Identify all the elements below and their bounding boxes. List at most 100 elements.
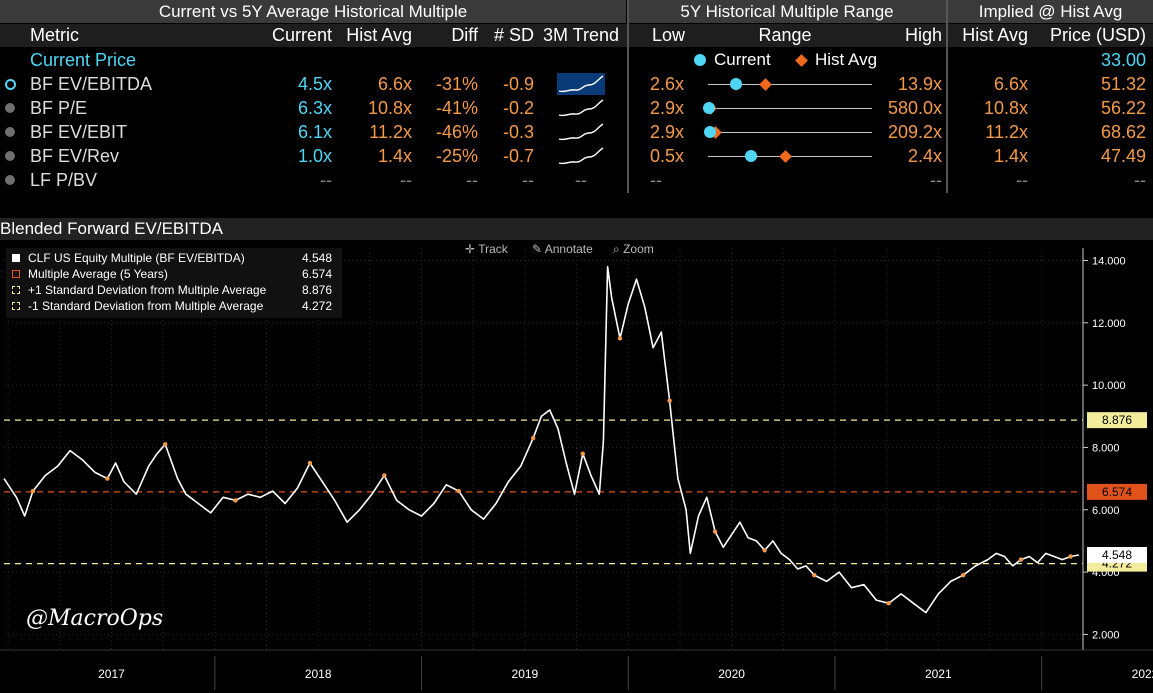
y-tick-label: 6.000 [1092,505,1120,517]
series-point [712,529,718,534]
row-hist-avg: 1.4x [377,146,412,166]
series-point [580,451,585,456]
col-low[interactable]: Low [652,25,686,45]
row-hist-avg: -- [400,170,412,190]
row-diff: -46% [435,122,478,142]
row-hist-avg: 11.2x [369,122,412,142]
x-tick-label: 2019 [512,667,539,681]
col-trend[interactable]: 3M Trend [542,25,620,45]
row-select-radio[interactable] [5,175,15,185]
row-range-hist-avg-marker [779,150,792,163]
row-metric[interactable]: BF EV/EBIT [30,122,128,142]
col-price[interactable]: Price (USD) [1049,25,1146,45]
row-implied-price: 47.49 [1100,146,1146,166]
x-tick-label: 2022 [1132,667,1153,681]
row-current: -- [320,170,332,190]
row-range-current-marker [702,102,715,114]
legend-row-plus-sd[interactable]: +1 Standard Deviation from Multiple Aver… [12,283,266,298]
series-point [382,473,387,478]
legend-label-avg: Multiple Average (5 Years) [28,267,168,281]
track-label: Track [478,242,508,256]
y-tick-label: 8.000 [1092,442,1120,454]
col-implied-hist-avg[interactable]: Hist Avg [962,25,1028,45]
col-diff[interactable]: Diff [451,25,478,45]
col-sd[interactable]: # SD [493,25,534,45]
range-legend-hist-avg-diamond [795,54,808,67]
zoom-label: Zoom [623,242,654,256]
row-implied-price: 56.22 [1100,98,1146,118]
series-point [530,435,536,441]
row-trend-empty: -- [575,170,587,190]
row-sd: -0.3 [502,122,534,142]
current-badge-bg [1087,547,1147,564]
legend-label-minus-sd: -1 Standard Deviation from Multiple Aver… [28,299,264,313]
row-trend-sparkline [557,73,605,95]
row-low: -- [650,170,662,190]
row-implied-hist-avg: 10.8x [983,98,1028,118]
track-tool[interactable]: ✛ Track [465,242,508,256]
legend-row-minus-sd[interactable]: -1 Standard Deviation from Multiple Aver… [12,299,264,314]
legend-row-avg[interactable]: Multiple Average (5 Years) [12,267,168,282]
series-point [163,442,168,447]
row-high: -- [930,170,942,190]
series-point [812,573,817,578]
row-implied-price: -- [1134,170,1146,190]
series-point [1068,554,1073,559]
row-metric[interactable]: BF P/E [30,98,88,118]
x-tick-label: 2021 [925,667,952,681]
header-group-current-vs-avg: Current vs 5Y Average Historical Multipl… [0,0,626,23]
row-high: 13.9x [897,74,942,94]
y-tick-label: 14.000 [1092,255,1126,267]
x-tick-label: 2020 [718,667,745,681]
col-high[interactable]: High [904,25,942,45]
series-point [105,476,110,481]
row-range-line [708,132,872,133]
avg-badge-bg [1087,483,1147,500]
legend-row-multiple[interactable]: CLF US Equity Multiple (BF EV/EBITDA) [12,251,245,266]
x-tick-label: 2017 [98,667,125,681]
row-select-radio[interactable] [5,151,15,161]
col-hist-avg[interactable]: Hist Avg [346,25,412,45]
row-implied-hist-avg: 1.4x [993,146,1028,166]
row-select-radio[interactable] [5,79,16,90]
row-select-radio[interactable] [5,103,15,113]
legend-swatch-multiple [12,254,20,262]
row-diff: -- [466,170,478,190]
row-metric[interactable]: LF P/BV [30,170,98,190]
row-metric[interactable]: BF EV/Rev [30,146,120,166]
chart[interactable]: 2.0004.0006.0008.00010.00012.00014.00020… [0,240,1153,693]
y-tick-label: 10.000 [1092,380,1126,392]
row-select-radio[interactable] [5,127,15,137]
y-tick-label: 2.000 [1092,629,1120,641]
series-point [30,488,36,494]
chart-title-text: Blended Forward EV/EBITDA [0,219,223,238]
row-high: 580.0x [887,98,942,118]
zoom-tool[interactable]: ⌕ Zoom [613,242,654,257]
row-sd: -0.2 [502,98,534,118]
table-separator [946,0,948,193]
row-implied-price: 51.32 [1100,74,1146,94]
row-implied-hist-avg: 6.6x [993,74,1028,94]
chart-legend: CLF US Equity Multiple (BF EV/EBITDA) 4.… [6,248,342,318]
col-current[interactable]: Current [271,25,332,45]
row-high: 209.2x [887,122,942,142]
series-point [617,336,623,341]
x-tick-label: 2018 [305,667,332,681]
row-range-line [708,108,872,109]
row-low: 2.6x [650,74,685,94]
range-legend-hist-avg: Hist Avg [815,50,878,69]
row-metric[interactable]: BF EV/EBITDA [30,74,153,94]
row-hist-avg: 10.8x [367,98,412,118]
annotate-tool[interactable]: ✎ Annotate [532,242,593,256]
row-low: 2.9x [650,122,685,142]
watermark: @MacroOps [26,606,164,631]
row-range-current-marker [729,78,742,90]
col-range[interactable]: Range [758,25,812,45]
series-point [1018,557,1024,562]
row-diff: -41% [435,98,478,118]
plus-sd-badge: 8.876 [1102,413,1132,427]
row-trend-sparkline [558,147,604,165]
series-point [886,601,891,606]
col-metric[interactable]: Metric [30,25,79,45]
annotate-label: Annotate [544,242,593,256]
